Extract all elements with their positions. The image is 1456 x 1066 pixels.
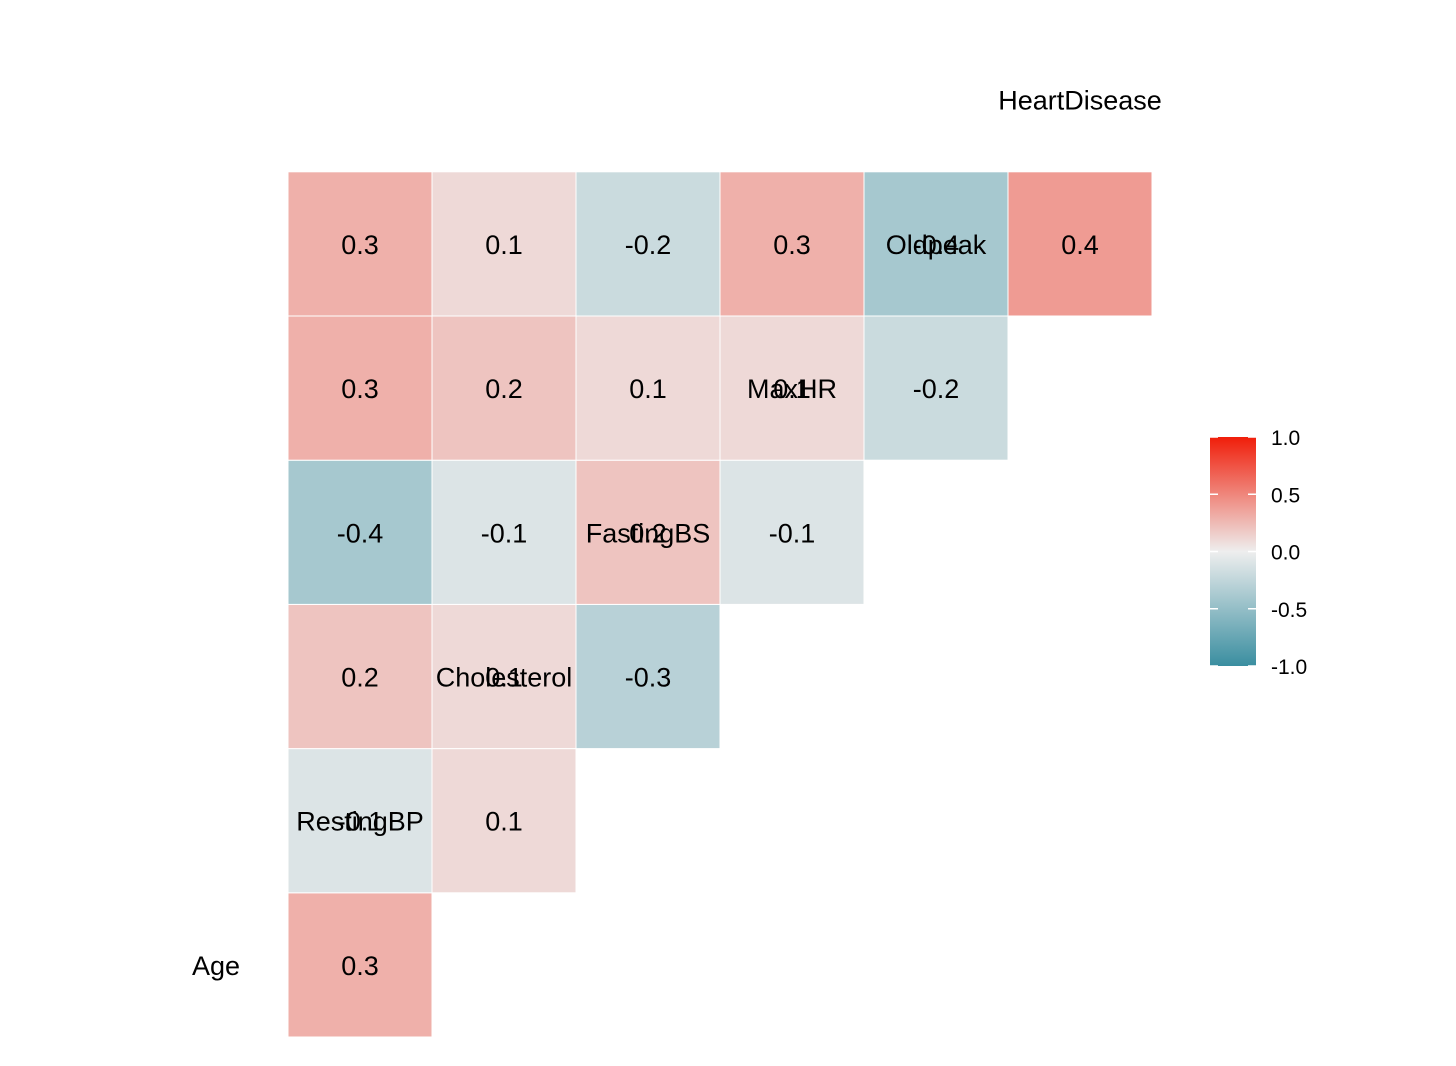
heatmap-cell [431,748,577,894]
cell-value-label: -0.1 [481,518,528,548]
cell-value-label: 0.1 [773,374,811,404]
variable-label: HeartDisease [998,86,1162,116]
variable-label: Oldpeak [886,230,987,260]
variable-label: FastingBS [586,518,711,548]
heatmap-cell [1007,171,1153,317]
cell-value-label: 0.1 [629,374,667,404]
heatmap-cell [287,603,433,750]
cell-value-label: -0.2 [625,230,672,260]
heatmap-cell [287,892,433,1038]
heatmap-cell [287,171,433,317]
heatmap-cell [287,315,433,461]
cell-value-label: 0.3 [773,230,811,260]
cell-value-label: 0.2 [629,518,667,548]
cell-value-label: -0.2 [913,374,960,404]
cell-value-label: 0.3 [341,951,379,981]
cell-value-label: -0.4 [337,518,384,548]
cell-value-label: 0.1 [485,663,523,693]
cell-value-label: 0.3 [341,374,379,404]
heatmap-cell [575,171,721,317]
heatmap-cell [863,315,1009,461]
variable-labels: Age RestingBP Cholesterol FastingBS MaxHR Old… [192,86,1162,981]
heatmap-cell [575,315,721,461]
heatmap-cell [719,171,865,317]
colorbar-tick-label: 0.0 [1271,542,1300,565]
cell-value-label: 0.2 [485,374,523,404]
cell-value-label: 0.4 [1061,230,1099,260]
heatmap-cell [575,603,721,750]
cell-value-label: -0.3 [625,663,672,693]
cell-value-label: -0.1 [769,518,816,548]
heatmap-cell [287,748,433,894]
cell-value-label: 0.2 [341,663,379,693]
heatmap-cell [863,171,1009,317]
colorbar-legend: 1.0 0.5 0.0 -0.5 -1.0 [1210,427,1307,679]
heatmap-cells: 0.3 -0.1 0.1 0.2 0.1 -0.3 -0.4 -0.1 0.2 -0.1 0.3 0.… [287,171,1153,1038]
variable-label: RestingBP [296,807,424,837]
heatmap-cell [287,459,433,605]
heatmap-cell [431,459,577,605]
colorbar-tick-label: 1.0 [1271,427,1300,450]
colorbar-tick-label: -1.0 [1271,656,1307,679]
heatmap-cell [431,171,577,317]
variable-label: Cholesterol [436,663,573,693]
variable-label: MaxHR [747,374,837,404]
cell-value-label: 0.3 [341,230,379,260]
cell-value-label: 0.1 [485,807,523,837]
heatmap-cell [575,459,721,605]
cell-value-label: -0.4 [913,230,960,260]
heatmap-cell [431,603,577,750]
heatmap-cell [719,459,865,605]
colorbar-tick-label: 0.5 [1271,484,1300,507]
colorbar-tick-label: -0.5 [1271,599,1307,622]
variable-label: Age [192,951,240,981]
cell-value-label: -0.1 [337,807,384,837]
heatmap-cell [719,315,865,461]
cell-value-label: 0.1 [485,230,523,260]
